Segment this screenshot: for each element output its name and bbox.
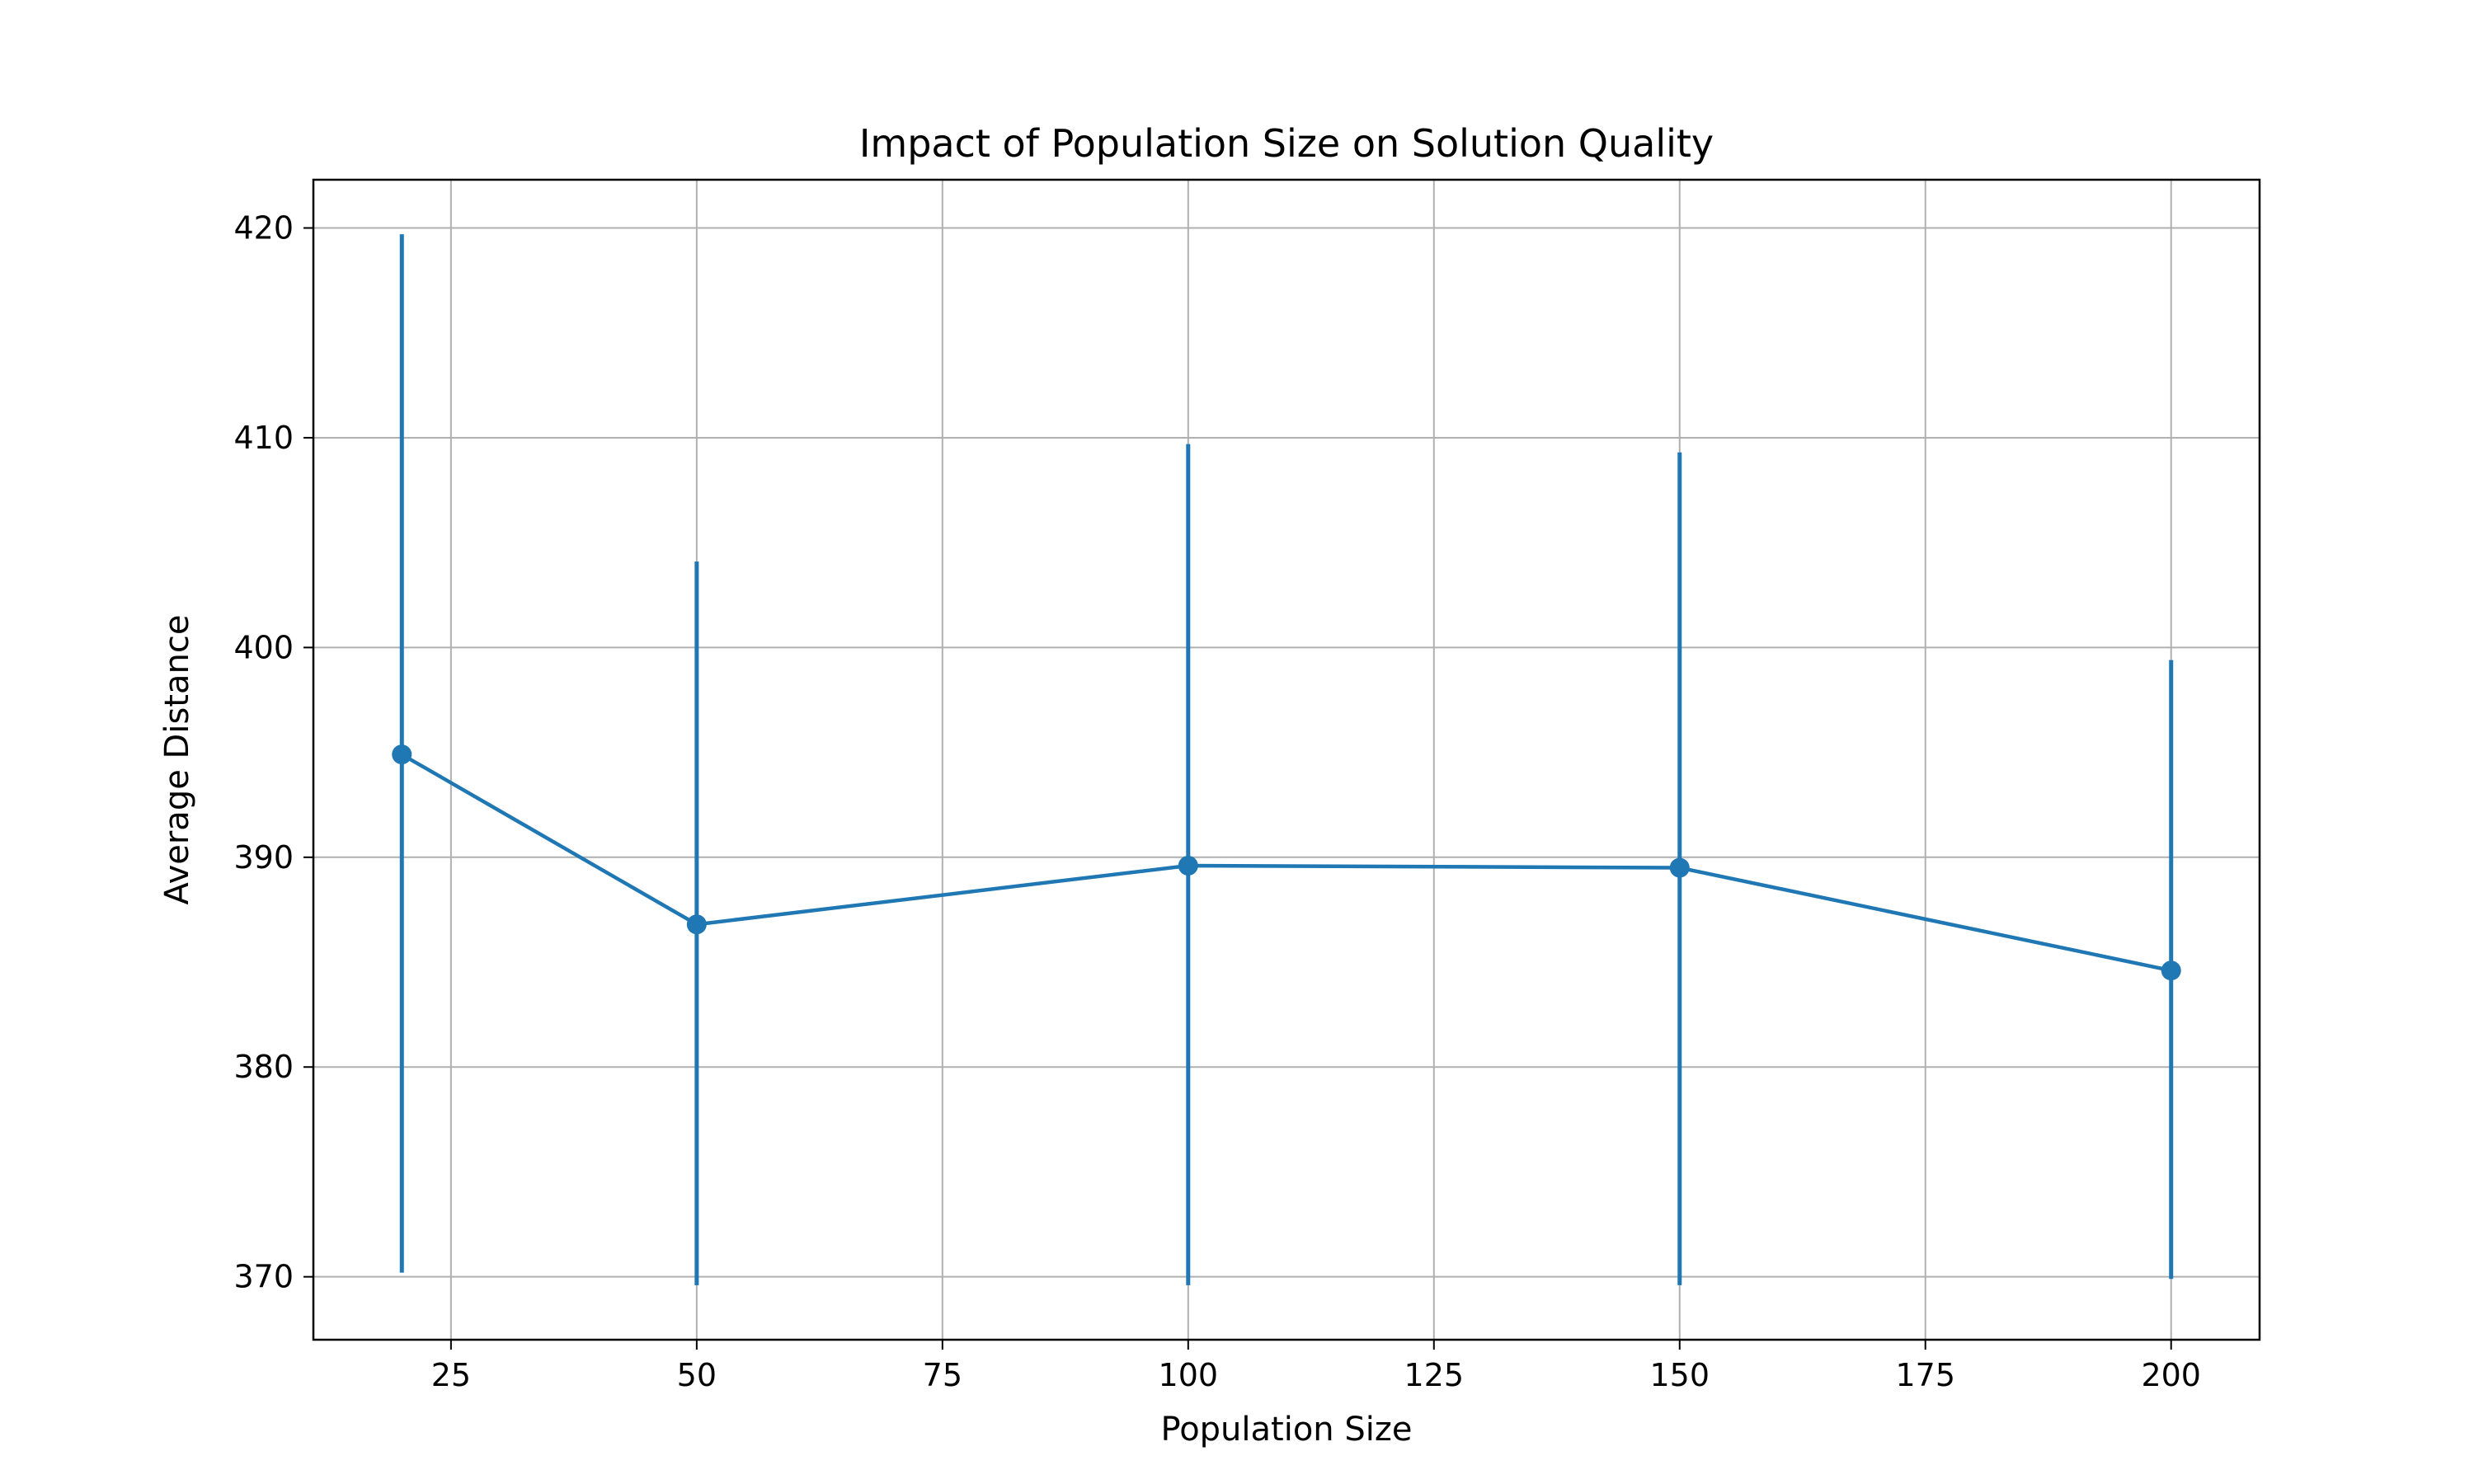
chart-title: Impact of Population Size on Solution Qu… (859, 121, 1714, 166)
x-tick-label: 150 (1650, 1357, 1710, 1393)
data-point (1178, 855, 1198, 876)
data-point (2161, 960, 2181, 981)
x-tick-label: 200 (2141, 1357, 2201, 1393)
y-tick-label: 410 (233, 420, 294, 456)
plot-frame (312, 178, 2261, 1341)
x-tick-label: 25 (431, 1357, 471, 1393)
x-axis-label: Population Size (1161, 1411, 1413, 1449)
ticks: 25 50 75 100 125 150 175 200 370 380 390 400 410 420 (233, 210, 2201, 1393)
y-tick-label: 370 (233, 1259, 294, 1295)
x-tick-label: 100 (1159, 1357, 1219, 1393)
data-point (392, 744, 412, 765)
x-tick-label: 50 (677, 1357, 717, 1393)
y-axis-label: Average Distance (158, 615, 196, 905)
x-tick-label: 125 (1404, 1357, 1465, 1393)
y-tick-label: 400 (233, 629, 294, 665)
y-tick-label: 420 (233, 210, 294, 247)
series (392, 744, 2181, 981)
y-tick-label: 390 (233, 839, 294, 876)
x-tick-label: 75 (923, 1357, 962, 1393)
data-point (1669, 857, 1690, 878)
data-point (686, 914, 707, 935)
x-tick-label: 175 (1895, 1357, 1955, 1393)
y-tick-label: 380 (233, 1049, 294, 1085)
